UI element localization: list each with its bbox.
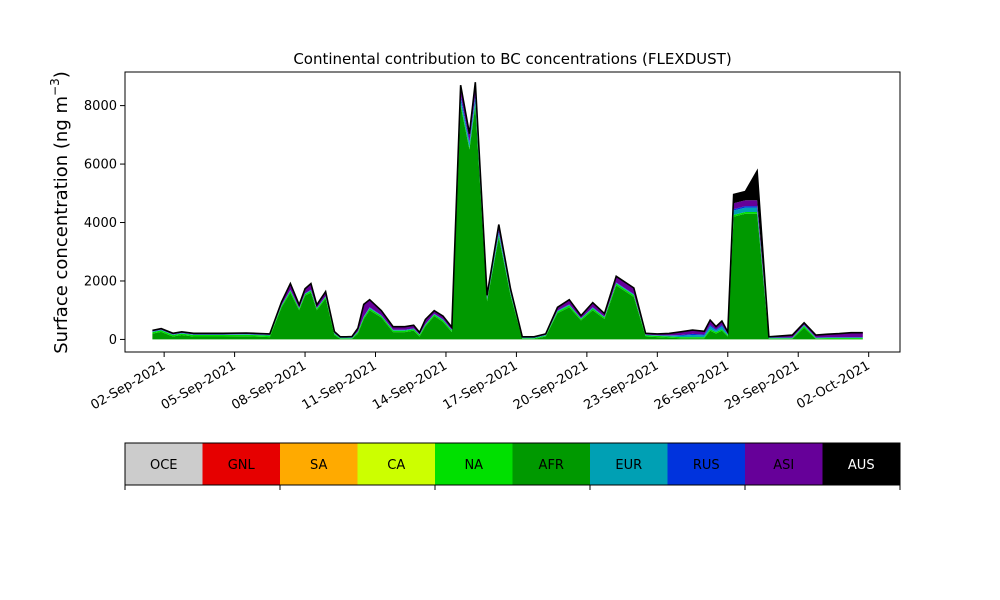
legend-label-aus: AUS xyxy=(848,458,875,473)
x-tick-label: 20-Sep-2021 xyxy=(511,358,591,413)
y-tick-label: 0 xyxy=(109,333,117,348)
y-tick-label: 6000 xyxy=(84,158,117,173)
x-tick-label: 26-Sep-2021 xyxy=(652,358,732,413)
x-tick-label: 05-Sep-2021 xyxy=(159,358,239,413)
x-tick-label: 02-Oct-2021 xyxy=(794,358,872,412)
x-tick-label: 02-Sep-2021 xyxy=(88,358,168,413)
legend-swatch-rus xyxy=(667,443,746,485)
legend-label-rus: RUS xyxy=(693,458,720,473)
x-tick-label: 23-Sep-2021 xyxy=(581,358,661,413)
legend-swatch-ca xyxy=(357,443,436,485)
total-outline xyxy=(152,82,863,338)
legend-swatch-afr xyxy=(512,443,591,485)
legend-swatch-sa xyxy=(280,443,358,485)
x-tick-label: 29-Sep-2021 xyxy=(722,358,802,413)
y-axis-label: Surface concentration (ng m−3) xyxy=(48,71,72,354)
area-series-group xyxy=(152,82,863,340)
chart-title: Continental contribution to BC concentra… xyxy=(293,50,731,68)
legend-label-afr: AFR xyxy=(539,458,564,473)
legend-label-ca: CA xyxy=(387,458,405,473)
plot-frame xyxy=(124,71,901,353)
legend-label-gnl: GNL xyxy=(228,458,256,473)
legend-label-na: NA xyxy=(464,458,483,473)
x-tick-label: 08-Sep-2021 xyxy=(229,358,309,413)
axes-group: 0200040006000800002-Sep-202105-Sep-20210… xyxy=(84,71,901,413)
legend-label-asi: ASI xyxy=(773,458,794,473)
legend-label-oce: OCE xyxy=(150,458,178,473)
legend-swatch-gnl xyxy=(202,443,281,485)
legend-label-sa: SA xyxy=(310,458,327,473)
legend-frame xyxy=(124,442,901,486)
x-tick-label: 17-Sep-2021 xyxy=(441,358,521,413)
legend-swatch-oce xyxy=(125,443,203,485)
x-tick-label: 14-Sep-2021 xyxy=(370,358,450,413)
legend-swatch-asi xyxy=(745,443,823,485)
x-tick-label: 11-Sep-2021 xyxy=(300,358,380,413)
legend-swatch-aus xyxy=(822,443,901,485)
area-afr xyxy=(152,105,863,340)
legend-swatch-eur xyxy=(590,443,668,485)
legend: OCE GNL SA CA NA AFR EUR RUS ASI AUS xyxy=(124,442,901,490)
y-tick-label: 8000 xyxy=(84,99,117,114)
y-tick-label: 4000 xyxy=(84,216,117,231)
legend-swatch-na xyxy=(435,443,513,485)
legend-label-eur: EUR xyxy=(615,458,642,473)
y-tick-label: 2000 xyxy=(84,274,117,289)
